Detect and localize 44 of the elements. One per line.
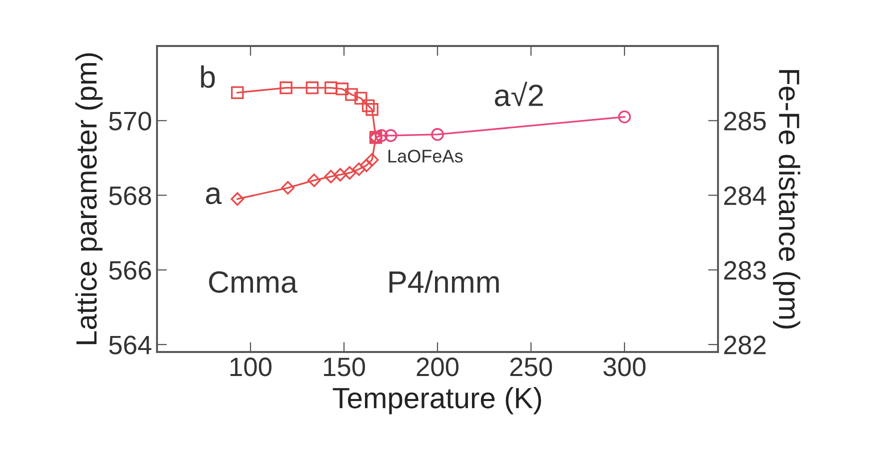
point [306, 81, 319, 94]
point [336, 82, 349, 96]
point [366, 103, 378, 116]
y-tick-label: 566 [109, 261, 151, 280]
annotation: a [206, 187, 222, 204]
point [375, 129, 388, 142]
point [360, 158, 374, 172]
y2-tick-label: 282 [724, 336, 766, 354]
point [431, 128, 444, 141]
point [362, 99, 375, 112]
y2-tick-label: 283 [724, 261, 766, 280]
point [231, 86, 244, 100]
x-tick-label: 250 [510, 358, 552, 376]
point [324, 170, 338, 184]
point [352, 162, 366, 176]
x-tick-label: 300 [603, 358, 646, 376]
point [280, 81, 292, 94]
y2-axis-title: Fe-Fe distance (pm) [773, 70, 800, 328]
y-tick-label: 568 [109, 186, 151, 206]
point [384, 129, 398, 142]
y-tick-label: 564 [109, 336, 152, 354]
point [345, 88, 358, 101]
point [618, 110, 631, 124]
y-tick-label: 570 [109, 112, 152, 130]
point [365, 153, 379, 167]
point [230, 192, 244, 206]
annotation: Cmma [209, 271, 298, 293]
point [324, 81, 338, 94]
x-tick-label: 100 [230, 358, 272, 376]
annotation: a√2 [494, 82, 543, 106]
annotation: b [201, 65, 215, 88]
x-tick-label: 200 [416, 358, 458, 376]
point [307, 174, 321, 188]
point [342, 166, 356, 180]
y2-tick-label: 284 [724, 186, 766, 206]
point [354, 92, 368, 105]
x-axis-title: Temperature (K) [332, 387, 542, 414]
point [334, 168, 347, 182]
annotation: P4/nmm [390, 270, 499, 293]
y-axis-title: Lattice parameter (pm) [75, 53, 103, 344]
point [281, 181, 295, 195]
annotation: LaOFeAs [388, 150, 463, 163]
y2-tick-label: 285 [724, 112, 766, 130]
x-tick-label: 150 [324, 358, 365, 376]
